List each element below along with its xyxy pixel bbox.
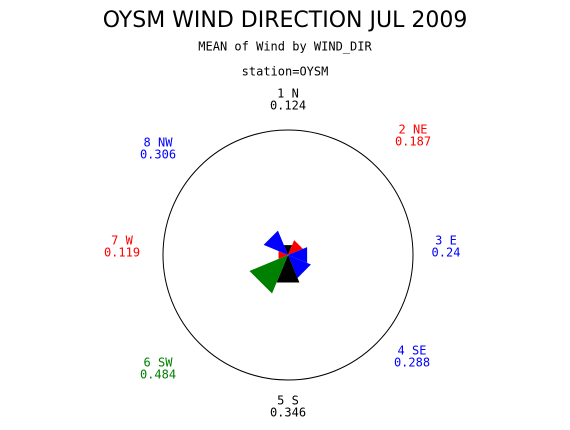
direction-label: 6 SW [144,356,174,370]
wedge [288,247,308,263]
value-label: 0.187 [395,135,431,149]
wedge [263,230,288,255]
value-label: 0.119 [104,246,140,260]
value-label: 0.124 [270,99,306,113]
direction-label: 5 S [277,394,299,408]
value-label: 0.346 [270,406,306,420]
wedge [249,255,288,294]
direction-label: 8 NW [144,136,174,150]
direction-label: 3 E [435,234,457,248]
group-label: station=OYSM [242,65,329,79]
wedge [288,255,311,278]
wedge [288,240,303,255]
wedge [276,255,300,283]
outer-circle [162,129,414,381]
value-label: 0.306 [140,148,176,162]
value-label: 0.484 [140,368,176,382]
direction-label: 2 NE [399,123,428,137]
chart-title: OYSM WIND DIRECTION JUL 2009 [103,8,468,33]
wedge [278,251,288,259]
value-label: 0.288 [394,356,430,370]
value-label: 0.24 [432,246,461,260]
direction-label: 4 SE [398,344,427,358]
wedge [283,245,293,255]
direction-label: 7 W [111,234,133,248]
direction-label: 1 N [277,87,299,101]
chart-subtitle: MEAN of Wind by WIND_DIR [198,40,372,54]
